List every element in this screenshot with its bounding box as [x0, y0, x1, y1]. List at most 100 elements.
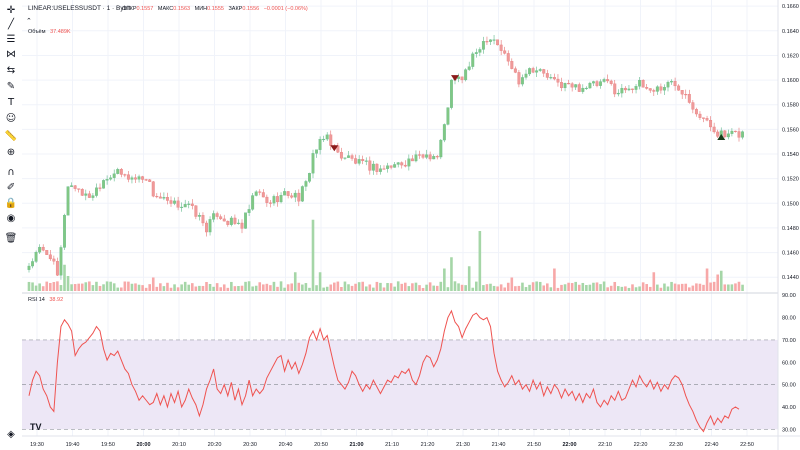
candle-body-down — [55, 261, 59, 276]
rsi-tick-label: 80.00 — [782, 316, 796, 322]
rsi-tick-label: 90.00 — [782, 293, 796, 299]
time-axis[interactable]: 19:30 19:40 19:50 20:00 20:10 20:20 20:30 20:40… — [30, 442, 754, 448]
trend-line-icon[interactable]: ╱ — [7, 19, 15, 30]
time-tick-label: 19:40 — [66, 442, 80, 448]
candle-body-up — [38, 246, 42, 253]
candle-body-up — [183, 204, 187, 208]
rsi-legend[interactable]: RSI 14 38.92 — [28, 297, 63, 303]
volume-bar-down — [222, 284, 226, 291]
volume-bar-up — [446, 287, 450, 291]
volume-bar-up — [34, 285, 38, 291]
candle-body-down — [123, 174, 127, 176]
candle-body-up — [357, 159, 361, 164]
volume-bars — [27, 219, 744, 291]
volume-bar-down — [375, 281, 379, 291]
candle-body-down — [613, 83, 617, 95]
volume-bar-up — [325, 286, 329, 291]
candle-body-up — [247, 209, 251, 213]
volume-bar-down — [460, 284, 464, 291]
rsi-tick-label: 40.00 — [782, 405, 796, 411]
candle-body-up — [325, 134, 329, 140]
volume-bar-down — [73, 284, 77, 291]
candle-body-down — [144, 179, 148, 181]
time-tick-label: 22:50 — [740, 442, 754, 448]
eye-icon[interactable]: ◉ — [6, 213, 16, 224]
candle-body-down — [542, 69, 546, 74]
ruler-icon[interactable]: 📏 — [4, 131, 18, 142]
price-axis[interactable]: 0.1440 0.1460 0.1480 0.1500 0.1520 0.1540 0.15… — [782, 4, 799, 281]
pattern-icon[interactable]: ⋈ — [6, 49, 16, 60]
volume-bar-up — [467, 266, 471, 291]
lock-drawings-icon[interactable]: ✐ — [6, 182, 16, 193]
candle-body-up — [726, 133, 730, 138]
volume-bar-down — [648, 286, 652, 291]
candle-body-down — [631, 88, 634, 90]
brush-icon[interactable]: ✎ — [6, 81, 16, 92]
collapse-legend-icon[interactable]: ⌃ — [26, 17, 32, 25]
layers-icon[interactable]: ◈ — [7, 429, 15, 440]
candle-body-up — [393, 164, 397, 168]
candle-body-down — [421, 154, 425, 158]
volume-bar-down — [499, 284, 503, 291]
volume-bar-down — [98, 285, 102, 291]
candle-body-down — [350, 155, 354, 159]
candle-body-up — [180, 206, 184, 208]
fib-icon[interactable]: ☰ — [6, 34, 16, 45]
volume-bar-down — [560, 284, 563, 291]
volume-bar-up — [535, 281, 538, 291]
candle-body-up — [581, 87, 585, 92]
volume-bar-down — [41, 286, 45, 291]
volume-bar-down — [531, 282, 535, 291]
text-icon[interactable]: T — [7, 97, 15, 108]
candle-body-down — [276, 196, 279, 203]
volume-bar-down — [340, 286, 343, 291]
candle-body-down — [141, 176, 145, 180]
volume-bar-up — [432, 285, 435, 291]
candle-body-up — [741, 131, 744, 138]
volume-bar-up — [521, 282, 524, 291]
candle-body-down — [126, 174, 130, 180]
candle-body-up — [315, 149, 318, 154]
trash-icon[interactable]: 🗑 — [4, 233, 18, 244]
candle-body-up — [59, 247, 63, 276]
volume-bar-up — [272, 281, 276, 291]
zoom-in-icon[interactable]: ⊕ — [6, 147, 16, 158]
volume-bar-up — [489, 283, 492, 291]
volume-bar-down — [542, 285, 546, 291]
volume-bar-down — [503, 287, 506, 291]
magnet-icon[interactable]: ∩ — [7, 167, 15, 178]
rsi-axis[interactable]: 30.00 40.00 50.00 60.00 70.00 80.00 90.00 — [782, 293, 796, 433]
crosshair-icon[interactable]: ✛ — [6, 5, 16, 16]
volume-bar-down — [734, 283, 737, 291]
emoji-icon[interactable]: ☺ — [5, 113, 17, 124]
volume-bar-down — [226, 287, 230, 291]
candle-body-down — [222, 218, 226, 222]
price-tick-label: 0.1440 — [782, 275, 799, 281]
candle-body-up — [535, 70, 539, 73]
candle-body-down — [265, 196, 269, 203]
candle-body-up — [599, 81, 602, 86]
candle-body-down — [194, 205, 198, 217]
candle-body-down — [400, 162, 404, 166]
volume-bar-up — [137, 284, 141, 291]
lock-icon[interactable]: 🔒 — [4, 198, 18, 209]
candle-body-up — [489, 39, 492, 42]
candle-body-up — [102, 180, 105, 189]
candle-body-up — [251, 195, 255, 210]
volume-bar-up — [592, 282, 595, 291]
price-tick-label: 0.1460 — [782, 251, 799, 257]
candle-body-down — [560, 82, 563, 89]
volume-bar-down — [45, 281, 49, 291]
price-tick-label: 0.1540 — [782, 152, 799, 158]
candle-body-up — [464, 69, 468, 81]
volume-bar-up — [443, 268, 446, 291]
tradingview-logo[interactable]: TV — [30, 422, 42, 432]
high-label: МАКС — [158, 6, 173, 12]
symbol-title[interactable]: LINEAR:USELESSUSDT · 1 · Bybit — [28, 5, 131, 12]
candle-body-up — [432, 156, 436, 160]
projection-icon[interactable]: ⇆ — [6, 65, 16, 76]
chart-area[interactable]: 0.1440 0.1460 0.1480 0.1500 0.1520 0.1540 0.15… — [22, 0, 800, 450]
candle-body-up — [471, 53, 475, 67]
candle-body-up — [386, 165, 389, 169]
volume-bar-down — [631, 284, 634, 291]
